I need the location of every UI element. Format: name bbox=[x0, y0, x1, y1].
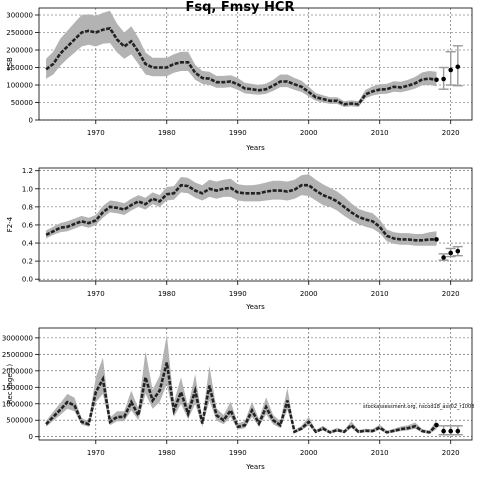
x-tick-label: 1980 bbox=[158, 129, 176, 137]
y-tick-label: 1500000 bbox=[2, 384, 33, 392]
y-tick-label: 200000 bbox=[6, 47, 33, 55]
y-tick-label: 1.2 bbox=[22, 167, 33, 175]
forecast-point bbox=[448, 250, 454, 256]
y-tick-label: 0.8 bbox=[22, 203, 33, 211]
y-tick-label: 0.6 bbox=[22, 221, 34, 229]
x-tick-label: 1970 bbox=[87, 449, 105, 457]
forecast-point bbox=[448, 428, 454, 434]
x-axis-label: Years bbox=[245, 463, 265, 471]
x-tick-label: 1990 bbox=[229, 129, 247, 137]
x-tick-label: 2000 bbox=[300, 449, 318, 457]
y-tick-label: 250000 bbox=[6, 29, 33, 37]
last-estimate-point bbox=[434, 77, 439, 83]
x-tick-label: 1990 bbox=[229, 290, 247, 298]
forecast-point bbox=[455, 428, 461, 434]
chart-panel-2: 1970 1980 1990 2000 2010 2020 0.0 0.2 0.4 0.6 0.8 1… bbox=[6, 167, 473, 311]
x-tick-label: 2010 bbox=[371, 129, 389, 137]
forecast-point bbox=[441, 76, 446, 82]
chart-panel-3: 1970 1980 1990 2000 2010 2020 0 500000 1000000 15… bbox=[2, 327, 473, 471]
y-axis-label: Rec (age 1) bbox=[6, 364, 14, 404]
x-tick-label: 2020 bbox=[442, 129, 460, 137]
confidence-band bbox=[46, 10, 437, 107]
y-axis-label: SSB bbox=[6, 57, 14, 71]
y-tick-label: 2000000 bbox=[2, 367, 33, 375]
forecast-point bbox=[448, 67, 454, 73]
plot-frame bbox=[38, 167, 473, 282]
forecast-point bbox=[441, 428, 446, 434]
y-tick-label: 0.0 bbox=[22, 276, 33, 284]
x-tick-label: 2010 bbox=[371, 290, 389, 298]
confidence-band bbox=[46, 334, 437, 434]
y-tick-label: 0 bbox=[29, 433, 33, 441]
y-tick-label: 0.4 bbox=[22, 240, 34, 248]
page-title: Fsq, Fmsy HCR bbox=[185, 0, 295, 15]
y-tick-label: 50000 bbox=[11, 99, 33, 107]
estimate-line bbox=[45, 362, 438, 434]
forecast-point bbox=[455, 64, 461, 70]
x-axis-label: Years bbox=[245, 144, 265, 152]
x-tick-label: 1970 bbox=[87, 290, 105, 298]
source-note: stockassessment.org, nscod18_ass02_r1008 bbox=[363, 404, 475, 410]
y-tick-label: 2500000 bbox=[2, 351, 33, 359]
y-tick-label: 0.2 bbox=[22, 258, 33, 266]
x-axis-label: Years bbox=[245, 303, 265, 311]
x-tick-label: 2000 bbox=[300, 129, 318, 137]
y-tick-label: 1000000 bbox=[2, 400, 33, 408]
forecast-point bbox=[455, 248, 461, 254]
y-tick-label: 3000000 bbox=[2, 334, 33, 342]
x-tick-label: 1990 bbox=[229, 449, 247, 457]
x-tick-label: 1980 bbox=[158, 290, 176, 298]
forecast-point bbox=[441, 255, 446, 260]
y-tick-label: 500000 bbox=[6, 417, 33, 425]
y-axis-label: F2-4 bbox=[6, 216, 14, 232]
chart-panel-1: 1970 1980 1990 2000 2010 2020 0 50000 100000 1500… bbox=[6, 7, 473, 152]
x-tick-label: 2020 bbox=[442, 290, 460, 298]
x-tick-label: 2010 bbox=[371, 449, 389, 457]
y-tick-label: 1.0 bbox=[22, 185, 33, 193]
estimate-line bbox=[45, 183, 437, 242]
y-tick-label: 150000 bbox=[6, 64, 33, 72]
y-tick-label: 0 bbox=[29, 117, 33, 125]
x-tick-label: 1970 bbox=[87, 129, 105, 137]
x-tick-label: 2000 bbox=[300, 290, 318, 298]
last-estimate-point bbox=[434, 237, 439, 242]
y-tick-label: 100000 bbox=[6, 82, 33, 90]
last-estimate-point bbox=[434, 422, 439, 428]
plot-frame bbox=[38, 327, 473, 441]
x-tick-label: 2020 bbox=[442, 449, 460, 457]
x-tick-label: 1980 bbox=[158, 449, 176, 457]
y-tick-label: 300000 bbox=[6, 12, 33, 20]
plot-frame bbox=[38, 7, 473, 121]
estimate-line bbox=[45, 26, 437, 106]
